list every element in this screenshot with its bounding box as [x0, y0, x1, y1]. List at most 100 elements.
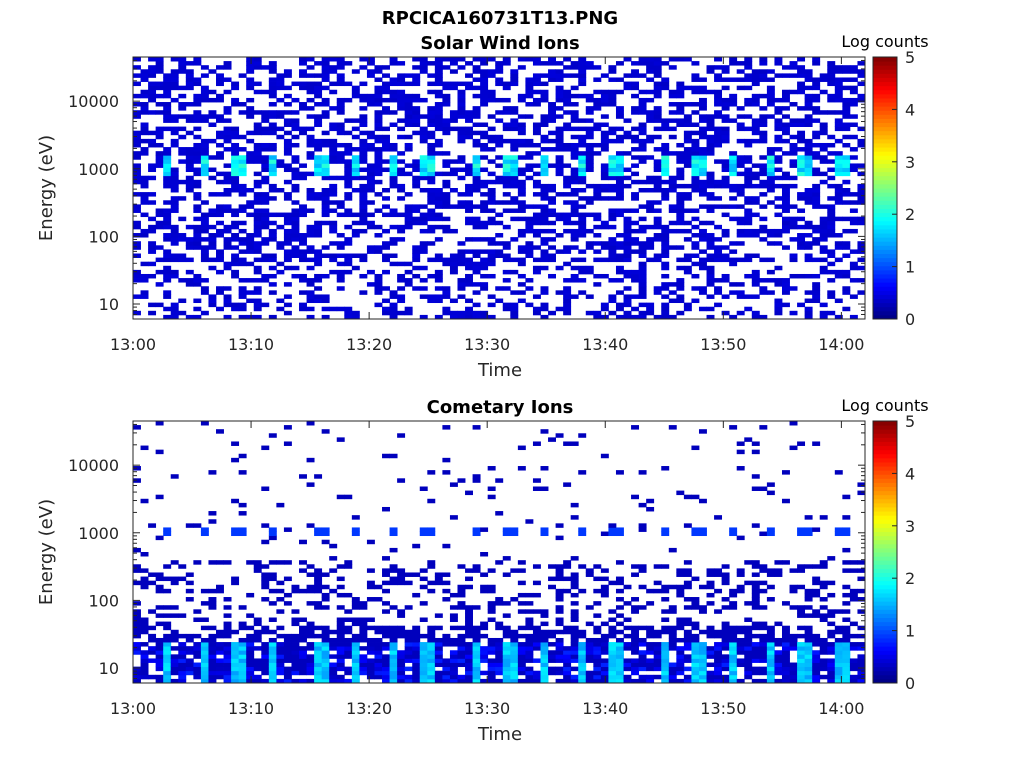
cometary-cell	[389, 633, 398, 639]
solar-wind-cell	[261, 65, 270, 70]
solar-wind-colorbar-swatch	[873, 200, 897, 205]
cometary-cell	[766, 572, 775, 577]
cometary-cell	[253, 568, 262, 573]
solar-wind-cell	[472, 163, 481, 168]
solar-wind-cell	[842, 126, 851, 132]
solar-wind-cell	[133, 278, 141, 283]
solar-wind-cell	[812, 286, 821, 291]
solar-wind-cell	[465, 216, 473, 222]
solar-wind-cell	[419, 212, 428, 218]
solar-wind-cell	[563, 245, 572, 250]
cometary-cell	[231, 646, 240, 651]
solar-wind-cell	[140, 179, 149, 185]
cometary-cell	[261, 580, 270, 586]
cometary-cell	[842, 674, 851, 680]
cometary-cell	[683, 605, 692, 610]
cometary-cell	[306, 629, 315, 635]
solar-wind-cell	[834, 314, 843, 320]
solar-wind-cell	[676, 155, 685, 160]
solar-wind-cell	[208, 294, 217, 299]
solar-wind-cell	[698, 134, 707, 140]
cometary-cell	[465, 568, 473, 573]
solar-wind-cell	[268, 282, 277, 287]
solar-wind-cell	[321, 175, 330, 181]
solar-wind-cell	[570, 273, 579, 279]
cometary-cell	[344, 592, 353, 598]
solar-wind-cell	[638, 253, 647, 258]
solar-wind-cell	[721, 183, 730, 189]
solar-wind-cell	[140, 200, 149, 205]
cometary-cell	[683, 597, 692, 602]
solar-wind-cell	[714, 257, 723, 263]
cometary-cell	[321, 670, 330, 676]
cometary-cell	[797, 609, 806, 614]
cometary-cell	[442, 543, 451, 549]
cometary-cell	[623, 642, 632, 647]
solar-wind-cell	[646, 257, 655, 263]
solar-wind-cell	[751, 212, 760, 218]
solar-wind-cell	[404, 122, 413, 127]
solar-wind-cell	[321, 97, 330, 103]
solar-wind-cell	[834, 257, 843, 263]
cometary-cell	[389, 674, 398, 680]
solar-wind-cell	[442, 179, 451, 185]
solar-wind-cell	[608, 294, 617, 299]
solar-wind-cell	[178, 257, 187, 263]
solar-wind-cell	[683, 196, 692, 201]
cometary-cell	[427, 637, 436, 643]
solar-wind-cell	[510, 147, 519, 152]
solar-wind-cell	[578, 163, 587, 168]
solar-wind-cell	[457, 257, 466, 263]
solar-wind-cell	[223, 77, 232, 82]
solar-wind-cell	[223, 245, 232, 250]
cometary-cell	[691, 674, 700, 680]
cometary-cell	[714, 666, 723, 672]
solar-wind-cell	[434, 192, 443, 197]
cometary-cell	[185, 658, 194, 663]
solar-wind-cell	[359, 122, 368, 127]
cometary-cell	[540, 666, 549, 672]
solar-wind-cell	[661, 302, 670, 308]
cometary-cell	[314, 658, 323, 663]
cometary-cell	[465, 625, 473, 631]
cometary-cell	[472, 605, 481, 610]
solar-wind-cell	[223, 286, 232, 291]
solar-wind-cell	[140, 290, 149, 295]
solar-wind-cell	[231, 261, 240, 267]
solar-wind-cell	[502, 302, 511, 308]
cometary-cell	[291, 642, 300, 647]
solar-wind-cell	[563, 65, 572, 70]
solar-wind-cell	[344, 159, 353, 164]
solar-wind-cell	[306, 298, 315, 304]
cometary-cell	[714, 646, 723, 651]
cometary-cell	[827, 650, 836, 655]
cometary-cell	[155, 674, 164, 680]
cometary-cell	[253, 629, 262, 635]
cometary-cell	[721, 654, 730, 659]
solar-wind-cell	[744, 196, 753, 201]
solar-wind-cell	[661, 237, 670, 242]
solar-wind-cell	[487, 273, 496, 279]
solar-wind-colorbar-swatch	[873, 245, 897, 250]
cometary-cell	[721, 621, 730, 627]
cometary-cell	[698, 531, 707, 537]
cometary-cell	[140, 654, 149, 659]
cometary-cell	[517, 625, 526, 631]
solar-wind-cell	[374, 65, 383, 70]
solar-wind-cell	[480, 81, 489, 87]
cometary-cell	[427, 531, 436, 537]
cometary-cell	[382, 588, 390, 594]
solar-wind-cell	[842, 200, 851, 205]
cometary-cell	[397, 666, 406, 672]
solar-wind-cell	[306, 73, 315, 78]
solar-wind-cell	[495, 233, 504, 238]
cometary-cell	[555, 588, 564, 594]
cometary-cell	[148, 658, 157, 663]
solar-wind-cell	[623, 183, 632, 189]
solar-wind-cell	[185, 224, 194, 230]
solar-wind-colorbar-swatch	[873, 85, 897, 91]
solar-wind-cell	[170, 77, 179, 82]
cometary-cell	[593, 662, 602, 668]
solar-wind-cell	[608, 216, 617, 222]
cometary-cell	[344, 666, 353, 672]
